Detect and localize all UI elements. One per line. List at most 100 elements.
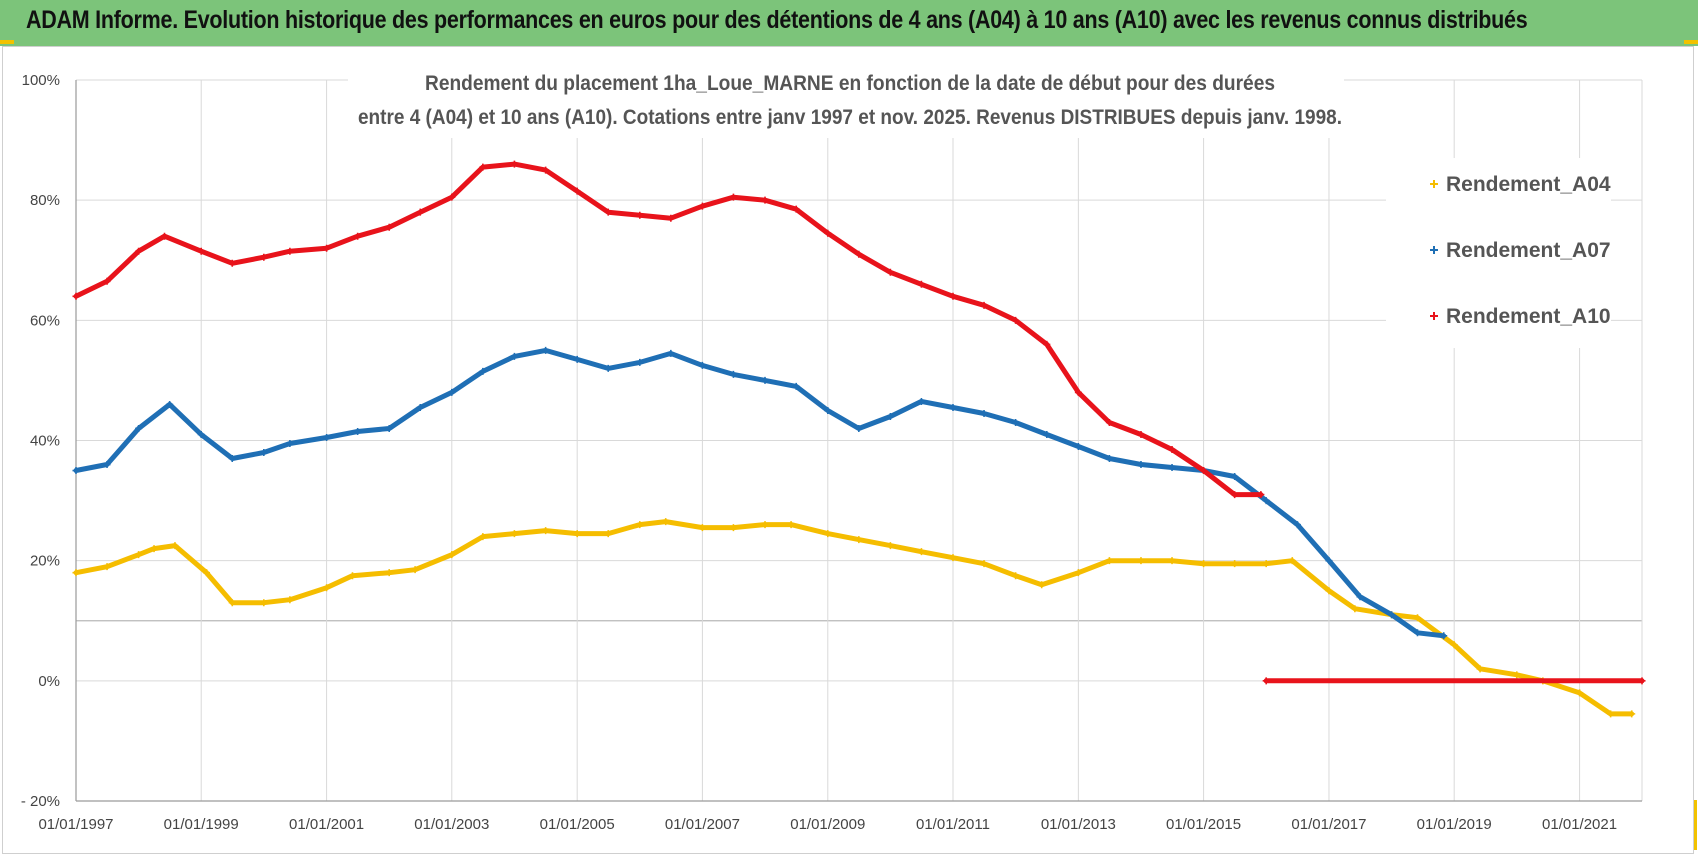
y-tick-label: - 20% [21,793,60,810]
data-point [354,427,362,435]
data-point [761,376,769,384]
data-point [260,599,268,607]
data-point [792,382,800,390]
chart-axes: 100% 80% 60% 40% 20% 0% - 20% 01/01/1997 01/01/1… [21,72,1642,833]
data-point [1105,455,1113,463]
legend-marker [1430,180,1438,188]
data-point [855,536,863,544]
data-point [448,388,456,396]
data-point [161,232,169,240]
x-tick-label: 01/01/2001 [289,816,364,833]
data-point [479,533,487,541]
data-point [228,599,236,607]
data-point [228,259,236,267]
data-point [286,247,294,255]
data-point [348,572,356,580]
data-point [949,292,957,300]
data-point [542,346,550,354]
chart-title-background [348,66,1344,138]
chart-title-line-1: Rendement du placement 1ha_Loue_MARNE en… [425,72,1275,95]
data-point [886,542,894,550]
data-point [260,449,268,457]
data-point [385,569,393,577]
data-point [354,232,362,240]
data-point [604,530,612,538]
data-point [636,211,644,219]
chart-title-box: Rendement du placement 1ha_Loue_MARNE en… [348,66,1344,138]
x-tick-label: 01/01/1999 [164,816,239,833]
data-point [1351,605,1359,613]
data-point [416,403,424,411]
x-tick-label: 01/01/2015 [1166,816,1241,833]
data-point [72,467,80,475]
data-point [323,244,331,252]
data-point [510,352,518,360]
data-point [1137,557,1145,565]
data-point [917,397,925,405]
data-point [636,358,644,366]
data-point [171,542,179,550]
data-point [824,229,832,237]
data-point [761,521,769,529]
data-point [1476,665,1484,673]
data-point [824,406,832,414]
x-tick-label: 01/01/2013 [1041,816,1116,833]
x-tick-label: 01/01/2021 [1542,816,1617,833]
data-point [323,584,331,592]
series-line-Rendement_A10 [73,161,1264,498]
data-point [698,524,706,532]
chart-banner: ADAM Informe. Evolution historique des p… [0,0,1698,46]
data-point [1413,629,1421,637]
data-point [1043,430,1051,438]
chart-title-line-2: entre 4 (A04) et 10 ans (A10). Cotations… [358,106,1342,129]
data-point [604,364,612,372]
data-point [135,551,143,559]
x-tick-label: 01/01/2019 [1417,816,1492,833]
data-point [1576,689,1584,697]
legend-marker [1430,312,1438,320]
data-point [1325,557,1333,565]
data-point [1012,316,1020,324]
data-point [385,424,393,432]
y-tick-label: 40% [30,433,60,450]
data-point [510,530,518,538]
data-point [479,367,487,375]
data-point [150,545,158,553]
data-point [1012,418,1020,426]
data-point [1325,587,1333,595]
data-point [636,521,644,529]
data-point [203,569,211,577]
data-point [1074,388,1082,396]
corner-accent-top-left [0,40,14,44]
data-point [729,193,737,201]
series-Rendement_A10 [72,160,1265,499]
x-tick-label: 01/01/2003 [414,816,489,833]
data-point [886,268,894,276]
data-point [729,370,737,378]
data-point [1262,677,1270,685]
data-point [667,214,675,222]
data-point [228,455,236,463]
data-point [761,196,769,204]
data-point [542,166,550,174]
data-point [135,424,143,432]
data-point [949,554,957,562]
x-tick-label: 01/01/1997 [38,816,113,833]
data-point [542,527,550,535]
series-Rendement_A10_zero [1262,677,1646,685]
data-point [72,292,80,300]
data-point [510,160,518,168]
chart-frame [2,46,1694,854]
data-point [1293,521,1301,529]
x-tick-label: 01/01/2009 [790,816,865,833]
data-point [103,563,111,571]
data-point [1513,671,1521,679]
data-point [667,349,675,357]
data-point [1200,560,1208,568]
data-point [1257,491,1265,499]
data-point [1388,611,1396,619]
data-point [286,596,294,604]
data-point [286,440,294,448]
data-point [1105,418,1113,426]
